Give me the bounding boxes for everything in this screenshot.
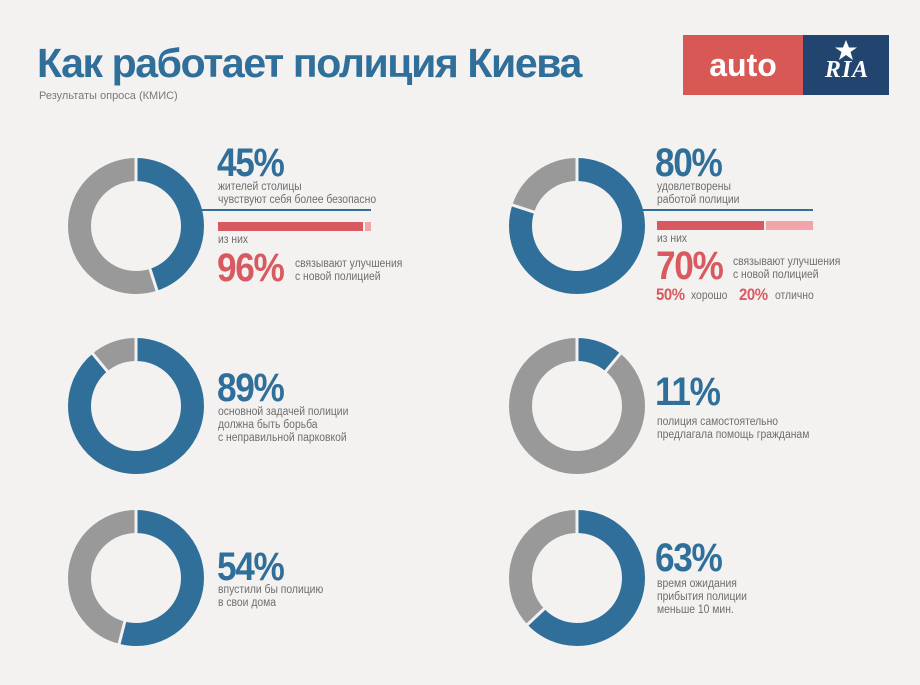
satisfied-of-them: из них — [657, 233, 688, 245]
home-percent: 54% — [217, 545, 285, 589]
satisfied-sub-description: связывают улучшения с новой полицией — [733, 256, 841, 281]
satisfied-percent: 80% — [655, 141, 723, 185]
donut-separator — [90, 351, 110, 374]
bar-rest — [364, 222, 371, 231]
home-description: впустили бы полицию в свои дома — [218, 584, 324, 609]
wait-percent: 63% — [655, 536, 723, 580]
help-percent: 11% — [655, 370, 721, 414]
donut-chart-parking — [68, 338, 204, 474]
star-icon — [835, 40, 857, 60]
parking-description: основной задачей полиции должна быть бор… — [218, 406, 349, 444]
donut-separator — [117, 620, 127, 646]
donut-chart-wait — [509, 510, 645, 646]
satisfied-sub-bar — [657, 221, 813, 230]
donut-separator — [148, 267, 159, 293]
bar-fill — [657, 221, 765, 230]
donut-slice-rest — [509, 338, 645, 474]
satisfied-connector-line — [628, 209, 813, 211]
safety-sub-percent: 96% — [217, 246, 285, 290]
safety-percent: 45% — [217, 141, 285, 185]
parking-percent: 89% — [217, 366, 285, 410]
donut-separator — [525, 607, 546, 627]
donut-chart-safety — [68, 158, 204, 294]
autoria-logo[interactable]: auto RIA — [683, 35, 889, 95]
safety-connector-line — [188, 209, 371, 211]
help-description: полиция самостоятельно предлагала помощь… — [657, 416, 810, 441]
page-title: Как работает полиция Киева — [37, 40, 582, 86]
satisfied-excellent-percent: 20% — [739, 285, 768, 304]
logo-ria-text: RIA — [824, 57, 870, 83]
safety-sub-bar — [218, 222, 371, 231]
logo-ria-block: RIA — [803, 35, 889, 95]
safety-description: жителей столицы чувствуют себя более без… — [218, 181, 377, 206]
donut-chart-satisfied — [509, 158, 645, 294]
donut-chart-help — [509, 338, 645, 474]
donut-separator — [510, 203, 536, 214]
satisfied-good-percent: 50% — [656, 285, 685, 304]
bar-rest — [766, 221, 813, 230]
satisfied-good-label: хорошо — [691, 290, 728, 302]
satisfied-sub-percent: 70% — [656, 244, 724, 288]
page-subtitle: Результаты опроса (КМИС) — [39, 90, 178, 102]
satisfied-excellent-label: отлично — [775, 290, 814, 302]
safety-sub-description: связывают улучшения с новой полицией — [295, 258, 403, 283]
satisfied-description: удовлетворены работой полиции — [657, 181, 740, 206]
donut-separator — [603, 351, 623, 374]
donut-slice-main — [68, 338, 204, 474]
bar-fill — [218, 222, 363, 231]
safety-of-them: из них — [218, 234, 249, 246]
donut-chart-home — [68, 510, 204, 646]
wait-description: время ожидания прибытия полиции меньше 1… — [657, 578, 747, 616]
logo-auto-text: auto — [683, 35, 803, 95]
